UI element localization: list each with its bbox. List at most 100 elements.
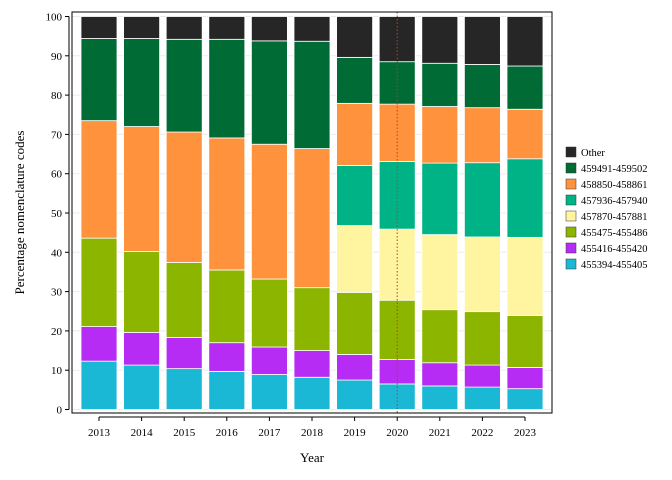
legend-swatch [565,162,577,174]
legend-swatch [565,226,577,238]
y-axis-label: Percentage nomenclature codes [12,131,27,295]
bar-segment [506,367,544,390]
bar-segment [506,65,544,110]
bar-segment [208,370,246,410]
y-tick-label: 90 [51,51,63,63]
bar-segment [336,165,374,226]
bars [80,16,544,410]
x-tick-label: 2018 [301,427,324,439]
y-tick-label: 20 [51,326,63,338]
bar-segment [165,337,203,370]
legend-swatch [565,178,577,190]
bar-segment [421,385,459,410]
bar-segment [80,120,118,239]
y-tick-label: 50 [51,208,63,220]
bar-segment [165,131,203,263]
y-tick-label: 0 [57,405,63,417]
bar-segment [123,126,160,252]
bar-segment [165,38,203,133]
bar-segment [336,225,374,293]
bar-segment [378,299,416,360]
bar-segment [506,236,544,316]
legend-label: Other [581,148,605,159]
bar-segment [293,287,331,351]
x-tick-label: 2020 [386,427,409,439]
bar-segment [293,40,331,149]
bar-segment [506,158,544,238]
bar-segment [506,315,544,368]
bar-segment [80,16,118,39]
bar-segment [80,360,118,410]
legend-swatch [565,146,577,158]
bar-segment [80,237,118,327]
bar-segment [463,386,501,410]
bar-segment [463,364,501,388]
legend-label: 459491-459502 [581,164,648,175]
legend-swatch [565,258,577,270]
plot-frame [71,11,553,414]
x-tick-label: 2013 [88,427,111,439]
y-tick-label: 70 [51,129,63,141]
bar-segment [208,269,246,344]
x-tick-label: 2019 [344,427,367,439]
bar-segment [463,162,501,238]
x-axis-label: Year [300,450,325,465]
bar-segment [250,278,288,348]
bar-segment [123,16,160,39]
legend-swatch [565,194,577,206]
bar-segment [250,40,288,145]
bar-segment [123,364,160,410]
legend-swatch [565,242,577,254]
bar-segment [250,16,288,42]
bar-segment [293,350,331,378]
bar-segment [250,374,288,410]
bar-segment [250,143,288,280]
bar-segment [463,236,501,313]
bar-segment [463,311,501,366]
bar-segment [336,56,374,104]
legend: Other 459491-459502 458850-458861 457936-45… [565,146,648,271]
bar-segment [250,346,288,375]
bar-segment [293,148,331,289]
bar-segment [421,234,459,311]
bar-segment [463,16,501,65]
x-tick-label: 2014 [131,427,154,439]
y-tick-label: 30 [51,287,63,299]
legend-label: 457936-457940 [581,196,648,207]
bar-segment [421,362,459,387]
bar-segment [123,38,160,127]
bar-segment [293,16,331,42]
legend-label: 455416-455420 [581,244,648,255]
bar-segment [123,332,160,366]
y-tick-label: 10 [51,365,63,377]
x-tick-label: 2015 [173,427,196,439]
legend-label: 457870-457881 [581,212,648,223]
legend-swatch [565,210,577,222]
bar-segment [421,16,459,64]
bar-segment [336,102,374,166]
bar-segment [506,16,544,67]
bar-segment [336,16,374,58]
bar-segment [80,38,118,122]
bar-segment [208,342,246,372]
x-tick-label: 2022 [471,427,493,439]
bar-segment [165,368,203,410]
bar-segment [421,62,459,107]
y-tick-label: 40 [51,247,63,259]
bar-segment [336,354,374,381]
bar-segment [208,16,246,40]
x-axis: 2013 2014 2015 2016 2017 2018 2019 2020 2021 2022… [88,416,537,439]
bar-segment [165,262,203,338]
bar-segment [463,107,501,164]
bar-segment [165,16,203,40]
y-tick-label: 80 [51,90,63,102]
bar-segment [463,64,501,109]
y-tick-label: 100 [46,12,63,24]
bar-segment [421,106,459,164]
x-tick-label: 2016 [216,427,239,439]
y-tick-label: 60 [51,169,63,181]
bar-segment [80,326,118,362]
legend-label: 455394-455405 [581,260,648,271]
bar-segment [421,162,459,236]
